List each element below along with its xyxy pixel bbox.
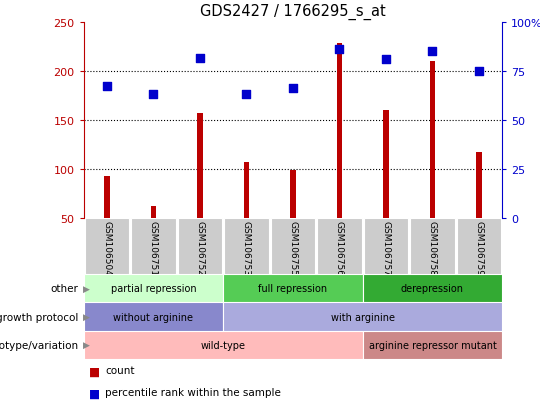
Text: GSM106752: GSM106752	[195, 221, 205, 275]
Bar	[410, 219, 455, 275]
Text: GSM106504: GSM106504	[103, 221, 111, 275]
Text: with arginine: with arginine	[330, 312, 395, 322]
Bar	[224, 219, 269, 275]
Text: GSM106751: GSM106751	[149, 221, 158, 275]
Text: GSM106757: GSM106757	[381, 221, 390, 275]
Bar	[223, 303, 502, 331]
Bar	[476, 152, 482, 219]
Title: GDS2427 / 1766295_s_at: GDS2427 / 1766295_s_at	[200, 4, 386, 20]
Bar	[178, 219, 222, 275]
Bar	[151, 206, 156, 219]
Bar	[131, 219, 176, 275]
Text: ▶: ▶	[83, 312, 90, 321]
Point	[149, 91, 158, 97]
Text: arginine repressor mutant: arginine repressor mutant	[368, 340, 496, 350]
Point	[475, 69, 483, 75]
Point	[289, 85, 298, 92]
Bar	[336, 44, 342, 219]
Bar	[363, 275, 502, 303]
Text: without arginine: without arginine	[113, 312, 193, 322]
Bar	[84, 331, 363, 359]
Text: GSM106755: GSM106755	[288, 221, 298, 275]
Text: partial repression: partial repression	[111, 284, 196, 294]
Text: ▶: ▶	[83, 340, 90, 349]
Bar	[244, 163, 249, 219]
Text: GSM106758: GSM106758	[428, 221, 437, 275]
Text: full repression: full repression	[258, 284, 328, 294]
Point	[242, 91, 251, 97]
Bar	[363, 331, 502, 359]
Text: ■: ■	[89, 365, 100, 378]
Text: genotype/variation: genotype/variation	[0, 340, 78, 350]
Bar	[290, 171, 296, 219]
Bar	[197, 114, 202, 219]
Bar	[430, 62, 435, 219]
Text: count: count	[105, 365, 135, 375]
Text: wild-type: wild-type	[201, 340, 246, 350]
Bar	[363, 219, 408, 275]
Point	[103, 83, 111, 90]
Bar	[84, 303, 223, 331]
Bar	[84, 275, 223, 303]
Bar	[85, 219, 129, 275]
Point	[335, 47, 344, 54]
Point	[195, 56, 204, 62]
Text: GSM106753: GSM106753	[242, 221, 251, 275]
Text: growth protocol: growth protocol	[0, 312, 78, 322]
Bar	[223, 275, 363, 303]
Bar	[317, 219, 362, 275]
Bar	[104, 177, 110, 219]
Text: ■: ■	[89, 387, 100, 399]
Text: derepression: derepression	[401, 284, 464, 294]
Bar	[383, 111, 389, 219]
Point	[428, 49, 437, 55]
Point	[382, 57, 390, 63]
Bar	[271, 219, 315, 275]
Text: GSM106759: GSM106759	[475, 221, 483, 275]
Bar	[457, 219, 501, 275]
Text: percentile rank within the sample: percentile rank within the sample	[105, 387, 281, 396]
Text: ▶: ▶	[83, 284, 90, 293]
Text: GSM106756: GSM106756	[335, 221, 344, 275]
Text: other: other	[50, 284, 78, 294]
